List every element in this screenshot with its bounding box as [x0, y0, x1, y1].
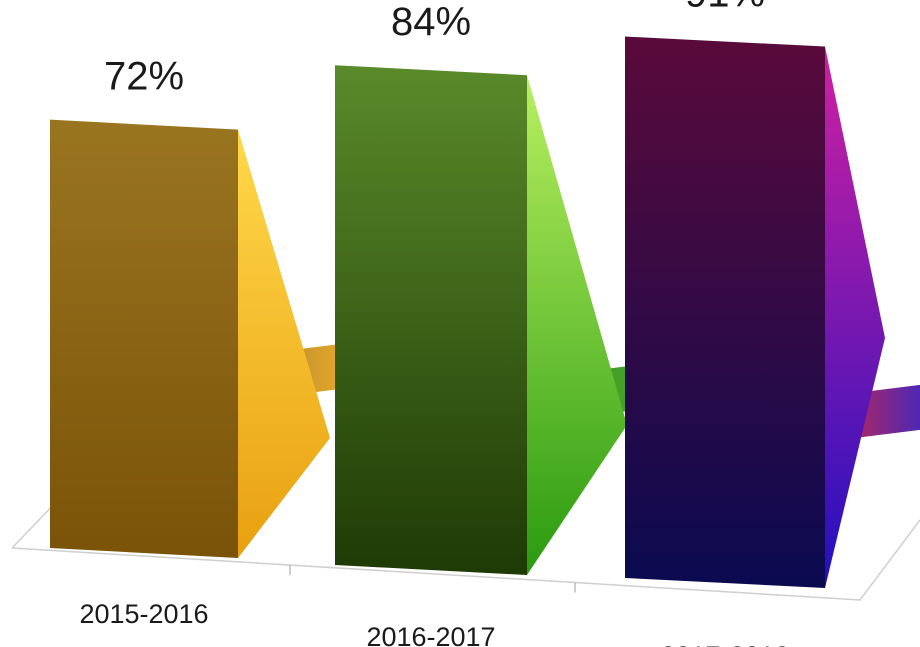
bar-2015-2016	[50, 119, 238, 558]
bar-side-2015-2016	[238, 129, 330, 558]
bar-side-2017-2018	[825, 46, 885, 589]
category-labels: 2015-2016 2016-2017 2017-2018	[79, 599, 789, 647]
bar-2016-2017	[335, 65, 527, 575]
data-labels: 72% 84% 91%	[104, 0, 765, 99]
floor-front-edge	[11, 519, 920, 601]
category-label: 2016-2017	[366, 622, 495, 647]
data-label: 91%	[685, 0, 765, 16]
bar-2017-2018	[625, 36, 825, 589]
data-label: 84%	[391, 0, 471, 44]
category-label: 2017-2018	[660, 641, 789, 647]
bar-series	[50, 36, 920, 589]
category-label: 2015-2016	[79, 599, 208, 629]
bar-side-2016-2017	[527, 75, 627, 575]
data-label: 72%	[104, 55, 184, 99]
